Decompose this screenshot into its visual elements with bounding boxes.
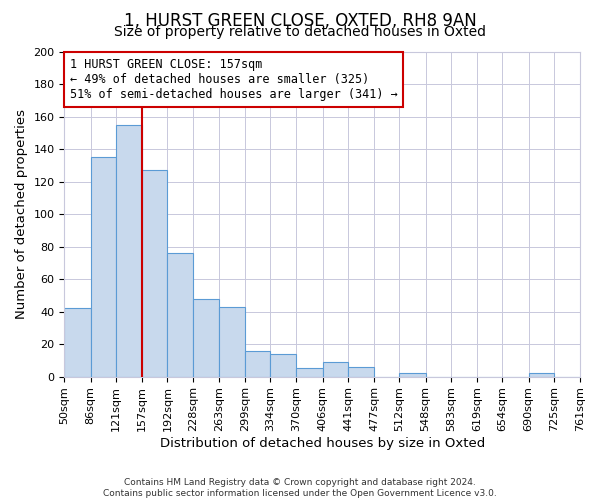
Text: Contains HM Land Registry data © Crown copyright and database right 2024.
Contai: Contains HM Land Registry data © Crown c…	[103, 478, 497, 498]
Bar	[116, 124, 142, 376]
Bar	[296, 368, 323, 376]
Bar	[193, 298, 219, 376]
Text: Size of property relative to detached houses in Oxted: Size of property relative to detached ho…	[114, 25, 486, 39]
Y-axis label: Number of detached properties: Number of detached properties	[15, 109, 28, 319]
Text: 1 HURST GREEN CLOSE: 157sqm
← 49% of detached houses are smaller (325)
51% of se: 1 HURST GREEN CLOSE: 157sqm ← 49% of det…	[70, 58, 397, 101]
Bar	[400, 374, 425, 376]
X-axis label: Distribution of detached houses by size in Oxted: Distribution of detached houses by size …	[160, 437, 485, 450]
Bar	[529, 374, 554, 376]
Bar	[245, 350, 271, 376]
Bar	[271, 354, 296, 376]
Bar	[323, 362, 348, 376]
Bar	[167, 253, 193, 376]
Text: 1, HURST GREEN CLOSE, OXTED, RH8 9AN: 1, HURST GREEN CLOSE, OXTED, RH8 9AN	[124, 12, 476, 30]
Bar	[348, 367, 374, 376]
Bar	[91, 157, 116, 376]
Bar	[219, 306, 245, 376]
Bar	[142, 170, 167, 376]
Bar	[64, 308, 91, 376]
